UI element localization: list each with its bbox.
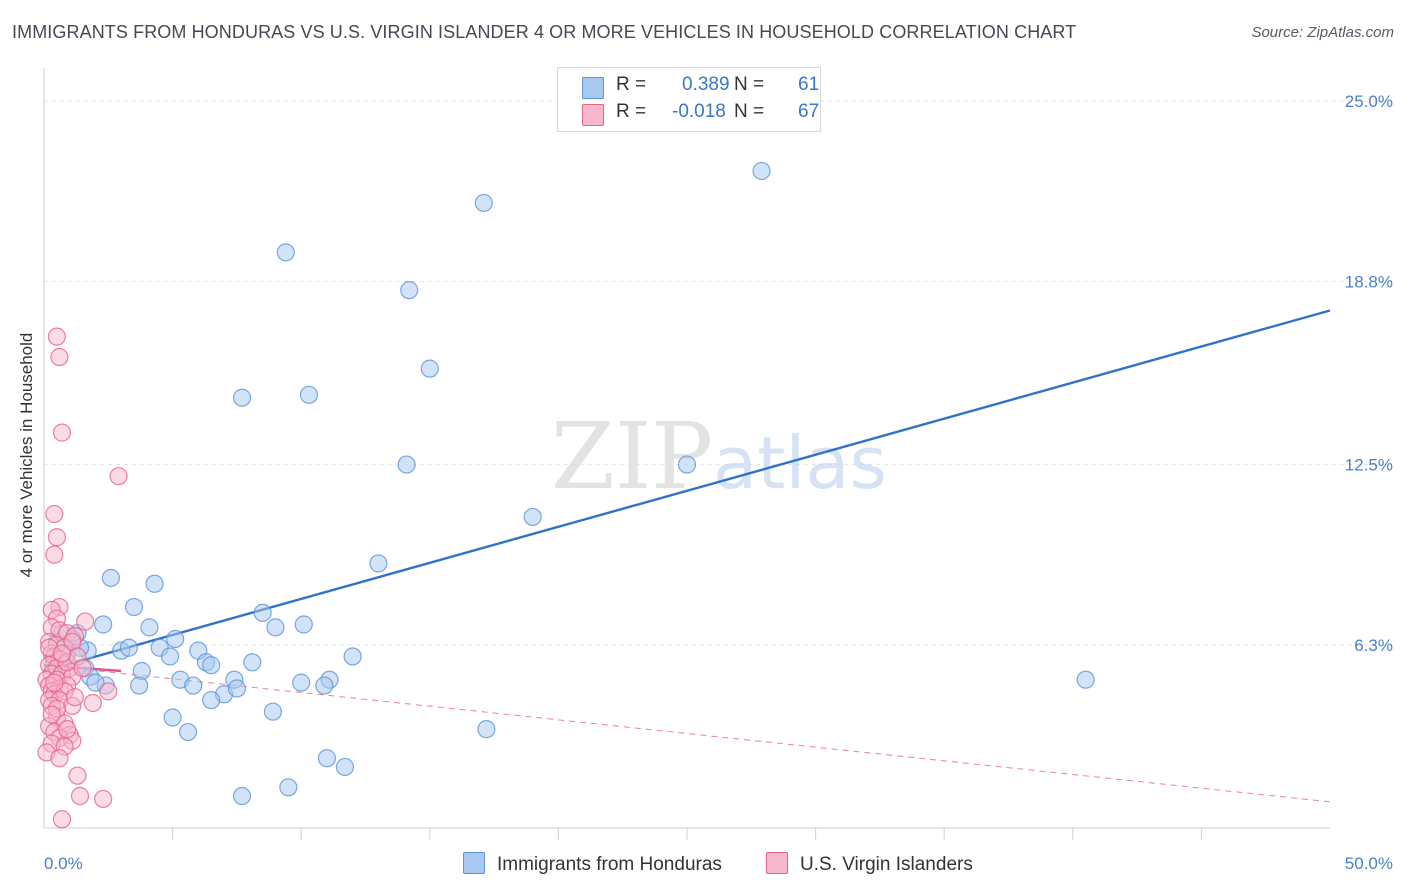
y-tick-label: 18.8% (1345, 272, 1393, 291)
legend-r-value: 0.389 (682, 74, 730, 95)
point-virgin-islanders (47, 528, 66, 547)
point-virgin-islanders (58, 720, 77, 739)
point-honduras (184, 676, 203, 695)
point-honduras (335, 757, 355, 777)
point-virgin-islanders (73, 658, 92, 678)
legend-swatch-virgin-islanders (582, 104, 604, 126)
point-honduras (101, 568, 120, 588)
point-honduras (166, 629, 185, 649)
point-honduras (397, 455, 416, 474)
point-honduras (317, 749, 337, 768)
series-legend-honduras[interactable]: Immigrants from Honduras (463, 852, 722, 876)
point-honduras (163, 708, 182, 727)
point-honduras (202, 656, 221, 675)
point-honduras (400, 281, 419, 300)
point-virgin-islanders (52, 423, 72, 442)
point-honduras (299, 385, 319, 404)
point-virgin-islanders (52, 644, 72, 663)
point-virgin-islanders (52, 810, 72, 829)
point-virgin-islanders (83, 693, 102, 713)
point-virgin-islanders (70, 786, 90, 806)
point-honduras (276, 243, 295, 262)
point-honduras (232, 786, 252, 806)
chart-title: IMMIGRANTS FROM HONDURAS VS U.S. VIRGIN … (12, 22, 1077, 42)
point-virgin-islanders (76, 612, 95, 631)
legend-r-label: R = (616, 74, 647, 95)
point-virgin-islanders (50, 749, 69, 768)
tick-labels: 6.3% 12.5% 18.8% 25.0% 0.0% 50.0% (44, 92, 1393, 873)
point-honduras (86, 673, 105, 692)
point-virgin-islanders (68, 766, 87, 785)
point-honduras (160, 647, 180, 666)
legend-n-label: N = (734, 74, 765, 95)
point-honduras (140, 618, 159, 637)
series-label-honduras: Immigrants from Honduras (497, 854, 722, 875)
legend-n-value: 61 (798, 74, 820, 95)
point-virgin-islanders (99, 682, 118, 701)
series-label-virgin-islanders: U.S. Virgin Islanders (800, 854, 973, 875)
point-honduras (124, 597, 144, 617)
data-points (37, 161, 1095, 829)
point-honduras (94, 615, 113, 634)
legend-n-value: 67 (798, 101, 820, 122)
point-honduras (232, 388, 252, 407)
point-honduras (369, 554, 388, 573)
point-honduras (752, 161, 771, 181)
point-honduras (243, 653, 262, 672)
trend-lines (43, 309, 1331, 803)
watermark-atlas: atlas (713, 421, 887, 505)
point-virgin-islanders (45, 673, 64, 692)
point-honduras (677, 455, 697, 474)
point-honduras (315, 676, 334, 695)
point-honduras (119, 638, 138, 657)
trend-line-honduras (43, 309, 1331, 673)
point-honduras (263, 702, 283, 721)
point-virgin-islanders (65, 688, 84, 707)
point-honduras (279, 778, 298, 797)
series-legend-virgin-islanders[interactable]: U.S. Virgin Islanders (766, 852, 973, 876)
series-swatch-honduras (463, 852, 485, 874)
gridlines (44, 100, 1392, 646)
legend-n-label: N = (734, 101, 765, 122)
point-honduras (202, 690, 221, 710)
point-virgin-islanders (45, 545, 64, 564)
point-honduras (343, 647, 362, 666)
x-tick-label: 0.0% (44, 854, 83, 873)
point-virgin-islanders (47, 327, 66, 346)
legend-swatch-honduras (582, 77, 604, 99)
stats-legend: R = 0.389 N = 61 R = -0.018 N = 67 (557, 67, 821, 132)
legend-r-label: R = (616, 101, 647, 122)
point-virgin-islanders (50, 347, 69, 367)
point-honduras (178, 722, 198, 742)
point-honduras (523, 507, 542, 527)
y-tick-label: 12.5% (1345, 456, 1393, 475)
point-honduras (227, 679, 246, 698)
point-virgin-islanders (109, 467, 128, 486)
y-tick-label: 6.3% (1354, 636, 1393, 655)
x-tick-label: 50.0% (1345, 854, 1393, 873)
point-honduras (477, 720, 496, 739)
point-virgin-islanders (94, 789, 113, 809)
point-virgin-islanders (45, 504, 64, 524)
point-honduras (420, 359, 439, 378)
point-honduras (145, 574, 164, 593)
point-honduras (130, 676, 149, 695)
point-honduras (266, 618, 285, 637)
y-tick-label: 25.0% (1345, 92, 1393, 111)
point-honduras (294, 615, 313, 634)
source-label: Source: ZipAtlas.com (1251, 24, 1394, 41)
point-honduras (1076, 670, 1095, 689)
point-honduras (253, 603, 272, 622)
point-honduras (292, 673, 311, 692)
legend-r-value: -0.018 (672, 101, 726, 122)
point-virgin-islanders (42, 705, 61, 724)
series-swatch-virgin-islanders (766, 852, 788, 874)
point-honduras (474, 193, 493, 213)
